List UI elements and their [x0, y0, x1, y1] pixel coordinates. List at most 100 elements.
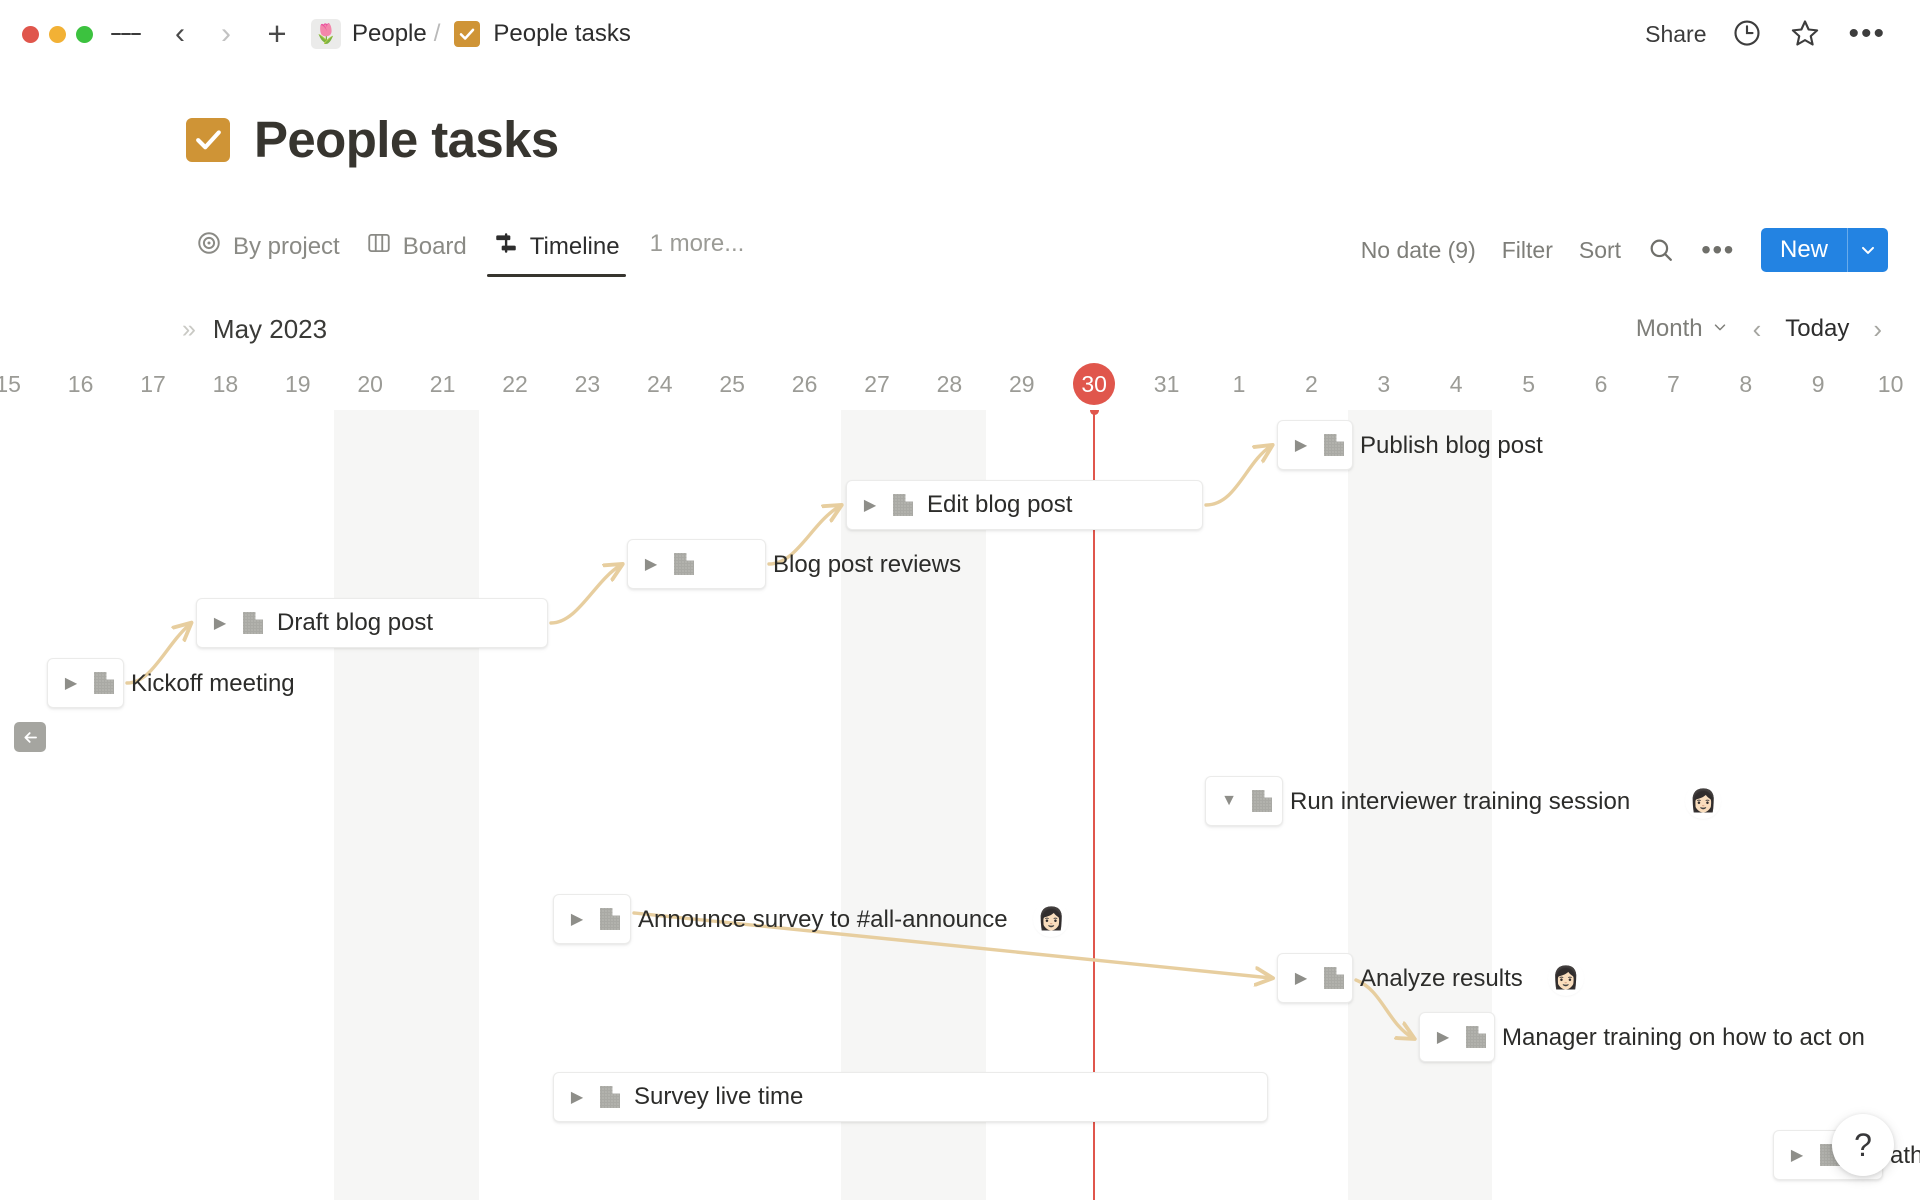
favorite-star-icon[interactable]: [1790, 18, 1822, 50]
ruler-day: 6: [1594, 370, 1608, 397]
expand-triangle-icon[interactable]: ▶: [863, 497, 877, 514]
ruler-day: 5: [1522, 370, 1535, 397]
timeline-task-card[interactable]: ▶ Draft blog post: [196, 598, 548, 648]
more-views-button[interactable]: 1 more...: [649, 230, 745, 257]
expand-triangle-icon[interactable]: ▶: [213, 615, 227, 632]
chevron-down-icon[interactable]: [1848, 228, 1888, 272]
new-button-group[interactable]: New: [1760, 228, 1888, 272]
ruler-day: 21: [429, 370, 456, 397]
task-card-label: Survey live time: [634, 1083, 804, 1110]
collapse-sidebar-button[interactable]: [14, 722, 46, 752]
breadcrumb-current[interactable]: People tasks: [493, 20, 631, 47]
timeline-task-card[interactable]: ▶: [1277, 420, 1353, 470]
new-button[interactable]: New: [1779, 236, 1828, 263]
tab-label: Timeline: [529, 232, 620, 260]
task-card-label: Draft blog post: [277, 609, 434, 636]
ruler-day: 8: [1739, 370, 1753, 397]
expand-timeline-icon[interactable]: »: [182, 314, 196, 343]
minimize-window-button[interactable]: [49, 25, 66, 43]
timeline-today-button[interactable]: Today: [1785, 315, 1850, 342]
filter-button[interactable]: Filter: [1501, 236, 1553, 263]
share-button[interactable]: Share: [1645, 20, 1707, 47]
ruler-day: 26: [791, 370, 818, 397]
ruler-day: 31: [1153, 370, 1180, 397]
page-header: People tasks: [186, 110, 559, 169]
dependency-connector: [125, 624, 190, 685]
ruler-day: 29: [1008, 370, 1035, 397]
timeline-task-card[interactable]: ▶ Edit blog post: [846, 480, 1203, 530]
dependency-connector: [1204, 446, 1271, 507]
view-more-options-icon[interactable]: •••: [1701, 233, 1735, 265]
timeline-task-card[interactable]: ▶: [553, 894, 631, 944]
assignee-avatar[interactable]: 👩🏻: [1687, 785, 1720, 817]
task-card-label: ath: [1890, 1142, 1920, 1169]
timeline-task-card[interactable]: ▶: [627, 539, 766, 589]
today-indicator-dot: [1089, 410, 1099, 415]
expand-triangle-icon[interactable]: ▶: [570, 1089, 584, 1106]
collapse-triangle-icon[interactable]: ▼: [1221, 792, 1237, 809]
nav-forward-button[interactable]: ›: [221, 17, 231, 50]
ruler-day: 27: [864, 370, 890, 397]
timeline-date-ruler: 15 16 17 18 19 20 21 22 23 24 25 26 27 28 29 30 31 1 2 3 4 5 6…: [0, 358, 1920, 411]
search-icon[interactable]: [1647, 236, 1675, 264]
help-button[interactable]: ?: [1832, 1114, 1894, 1176]
ruler-day: 20: [357, 370, 383, 397]
assignee-avatar[interactable]: 👩🏻: [1035, 903, 1068, 935]
timeline-scale-label: Month: [1635, 315, 1703, 342]
page-document-icon: [242, 610, 265, 635]
expand-triangle-icon[interactable]: ▶: [1294, 970, 1308, 987]
expand-triangle-icon[interactable]: ▶: [1436, 1029, 1450, 1046]
more-options-icon[interactable]: •••: [1848, 17, 1886, 50]
expand-triangle-icon[interactable]: ▶: [64, 675, 78, 692]
expand-triangle-icon[interactable]: ▶: [1790, 1147, 1804, 1164]
ruler-day: 16: [67, 370, 94, 397]
ruler-day: 23: [574, 370, 601, 397]
tab-board[interactable]: Board: [356, 228, 477, 277]
close-window-button[interactable]: [22, 25, 39, 43]
timeline-task-card[interactable]: ▶: [1277, 953, 1353, 1003]
timeline-next-button[interactable]: ›: [1873, 313, 1882, 344]
timeline-task-card[interactable]: ▶: [1419, 1012, 1495, 1062]
nav-back-button[interactable]: ‹: [175, 17, 185, 50]
page-checkbox-icon: [186, 117, 230, 162]
ruler-day: 17: [140, 370, 166, 397]
ruler-day: 7: [1666, 370, 1680, 397]
checkbox-checked-icon: [454, 21, 481, 47]
window-traffic-lights: [22, 25, 93, 43]
timeline-task-card[interactable]: ▼: [1205, 776, 1283, 826]
target-icon: [196, 230, 222, 263]
task-card-label: Manager training on how to act on: [1502, 1024, 1865, 1051]
timeline-scale-select[interactable]: Month: [1636, 315, 1729, 343]
breadcrumb-separator: /: [433, 20, 441, 47]
weekend-column: [840, 410, 986, 1200]
expand-triangle-icon[interactable]: ▶: [644, 556, 658, 573]
sidebar-toggle-icon[interactable]: [111, 19, 141, 49]
timeline-task-card[interactable]: ▶: [47, 658, 124, 708]
tab-label: By project: [233, 232, 340, 260]
tab-by-project[interactable]: By project: [186, 228, 350, 277]
maximize-window-button[interactable]: [76, 25, 93, 43]
expand-triangle-icon[interactable]: ▶: [1294, 437, 1308, 454]
breadcrumb-parent[interactable]: People: [352, 20, 427, 47]
page-document-icon: [673, 551, 696, 576]
assignee-avatar[interactable]: 👩🏻: [1550, 962, 1582, 994]
sort-button[interactable]: Sort: [1578, 236, 1622, 263]
timeline-prev-button[interactable]: ‹: [1752, 313, 1762, 344]
new-page-button[interactable]: +: [267, 15, 287, 52]
timeline-task-card[interactable]: ▶ Survey live time: [553, 1072, 1268, 1122]
page-document-icon: [93, 670, 116, 695]
no-date-button[interactable]: No date (9): [1360, 236, 1476, 263]
expand-triangle-icon[interactable]: ▶: [570, 911, 584, 928]
new-button-divider: [1847, 228, 1848, 272]
page-document-icon: [1323, 432, 1346, 457]
ruler-day: 15: [0, 370, 21, 397]
page-document-icon: [1251, 788, 1274, 813]
page-document-icon: [1465, 1024, 1488, 1049]
task-card-label: Edit blog post: [927, 491, 1073, 518]
today-marker-badge: 30: [1073, 363, 1116, 405]
ruler-day: 18: [212, 370, 239, 397]
history-clock-icon[interactable]: [1732, 18, 1764, 50]
timeline-board[interactable]: ▶ Publish blog post ▶ Edit blog post ▶ Blo…: [0, 410, 1920, 1200]
tab-timeline[interactable]: Timeline: [483, 228, 630, 277]
